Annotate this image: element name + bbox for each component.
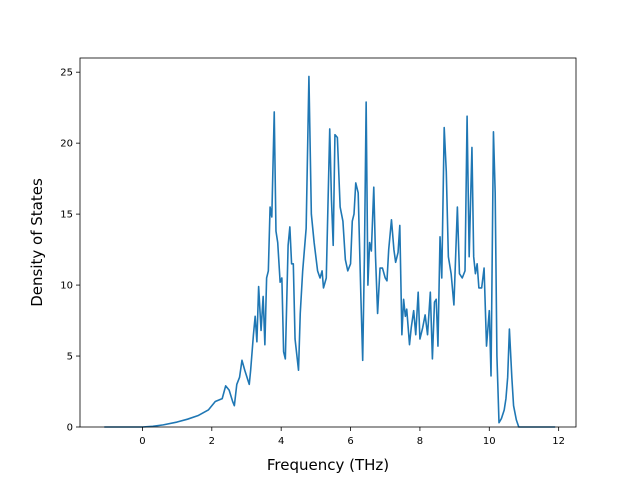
plot-area	[104, 75, 556, 428]
x-axis-ticks: 0 2 4 6 8 10 12	[139, 427, 565, 447]
y-tick-label: 20	[60, 139, 73, 150]
x-tick-label: 0	[139, 436, 145, 447]
y-tick-label: 25	[60, 68, 73, 79]
y-axis-ticks: 0 5 10 15 20 25	[60, 68, 80, 434]
y-tick-label: 5	[67, 352, 73, 363]
y-axis-label: Density of States	[28, 178, 46, 307]
x-tick-label: 2	[209, 436, 215, 447]
x-tick-label: 8	[417, 436, 423, 447]
x-axis-label: Frequency (THz)	[267, 456, 389, 474]
y-tick-label: 15	[60, 210, 73, 221]
x-tick-label: 6	[347, 436, 353, 447]
axes-frame	[79, 57, 577, 428]
x-tick-label: 10	[483, 436, 496, 447]
y-tick-label: 0	[67, 423, 73, 434]
x-tick-label: 4	[278, 436, 284, 447]
dos-series-line	[104, 75, 556, 428]
y-tick-label: 10	[60, 281, 73, 292]
x-tick-label: 12	[552, 436, 565, 447]
